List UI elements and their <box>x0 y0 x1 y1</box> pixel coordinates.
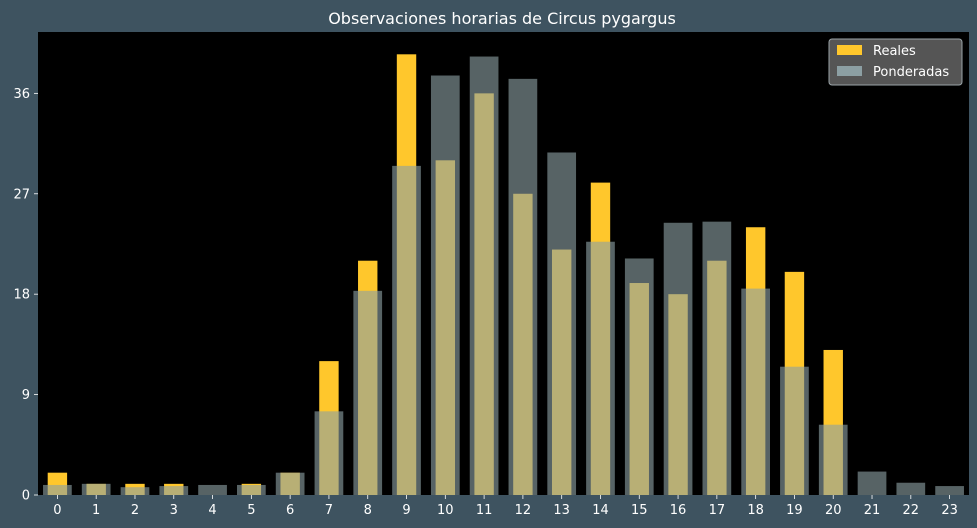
legend-swatch-reales <box>837 45 862 55</box>
bar-ponderadas-10 <box>430 75 460 495</box>
x-tick-label: 8 <box>364 503 372 518</box>
chart-title: Observaciones horarias de Circus pygargu… <box>328 9 676 28</box>
bar-ponderadas-6 <box>275 472 305 495</box>
x-tick-label: 7 <box>325 503 333 518</box>
ponderadas-bars <box>43 56 964 496</box>
x-tick-label: 3 <box>170 503 178 518</box>
bar-ponderadas-12 <box>508 78 538 496</box>
bar-ponderadas-15 <box>624 258 654 495</box>
y-tick-label: 36 <box>13 87 30 102</box>
legend-label-ponderadas: Ponderadas <box>873 65 949 80</box>
x-tick-label: 1 <box>92 503 100 518</box>
bar-ponderadas-23 <box>935 486 964 495</box>
bar-ponderadas-20 <box>818 424 848 495</box>
x-tick-label: 6 <box>286 503 294 518</box>
y-tick-label: 18 <box>13 288 30 303</box>
bar-ponderadas-2 <box>120 487 150 495</box>
bar-ponderadas-1 <box>81 483 111 495</box>
x-tick-label: 17 <box>709 503 726 518</box>
legend: Reales Ponderadas <box>828 38 963 86</box>
x-tick-label: 5 <box>247 503 255 518</box>
bar-ponderadas-13 <box>547 152 577 496</box>
x-tick-label: 22 <box>903 503 920 518</box>
bar-ponderadas-16 <box>663 222 693 495</box>
x-tick-label: 11 <box>476 503 493 518</box>
x-tick-label: 12 <box>515 503 532 518</box>
x-tick-label: 20 <box>825 503 842 518</box>
x-tick-label: 4 <box>208 503 216 518</box>
x-tick-label: 14 <box>592 503 609 518</box>
x-tick-label: 2 <box>131 503 139 518</box>
legend-box <box>828 38 963 86</box>
x-tick-label: 9 <box>402 503 410 518</box>
x-tick-label: 21 <box>864 503 881 518</box>
bar-ponderadas-5 <box>237 484 266 495</box>
x-tick-label: 0 <box>53 503 61 518</box>
x-axis-ticks: 0 1 2 3 4 5 6 7 8 9 10 11 12 13 14 15 16 17 18 19 20 21 22 23 <box>53 495 958 518</box>
bar-ponderadas-4 <box>198 484 227 495</box>
bar-ponderadas-0 <box>43 484 72 495</box>
x-tick-label: 18 <box>747 503 764 518</box>
bar-ponderadas-8 <box>353 290 383 495</box>
y-tick-label: 0 <box>22 489 30 504</box>
bar-ponderadas-22 <box>896 482 926 495</box>
x-tick-label: 16 <box>670 503 687 518</box>
bar-ponderadas-3 <box>159 486 189 495</box>
bar-ponderadas-9 <box>392 165 421 495</box>
x-tick-label: 13 <box>553 503 570 518</box>
x-tick-label: 23 <box>941 503 958 518</box>
y-tick-label: 9 <box>22 388 30 403</box>
bar-ponderadas-21 <box>857 471 887 495</box>
bar-ponderadas-19 <box>780 366 809 495</box>
x-tick-label: 15 <box>631 503 648 518</box>
bar-ponderadas-7 <box>314 411 344 495</box>
bar-ponderadas-18 <box>741 288 770 495</box>
x-tick-label: 10 <box>437 503 454 518</box>
y-tick-label: 27 <box>13 187 30 202</box>
y-axis-ticks: 0 9 18 27 36 <box>13 87 38 504</box>
legend-label-reales: Reales <box>873 44 916 59</box>
bar-ponderadas-17 <box>702 221 732 495</box>
x-tick-label: 19 <box>786 503 803 518</box>
bar-ponderadas-14 <box>586 241 615 495</box>
legend-swatch-ponderadas <box>837 66 862 76</box>
plot-area <box>38 32 969 495</box>
bar-ponderadas-11 <box>469 56 499 495</box>
